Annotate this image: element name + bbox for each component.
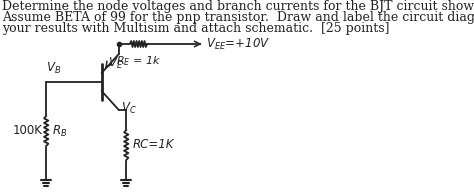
Text: Determine the node voltages and branch currents for the BJT circuit shown below.: Determine the node voltages and branch c… bbox=[2, 0, 474, 13]
Text: V$_E$: V$_E$ bbox=[108, 56, 123, 71]
Text: R$_E$ = 1k: R$_E$ = 1k bbox=[116, 54, 161, 68]
Text: V$_C$: V$_C$ bbox=[121, 100, 137, 116]
Text: your results with Multisim and attach schematic.  [25 points]: your results with Multisim and attach sc… bbox=[2, 22, 389, 35]
Text: R$_B$: R$_B$ bbox=[52, 123, 68, 139]
Text: 100K: 100K bbox=[13, 124, 43, 137]
Text: V$_{EE}$=+10V: V$_{EE}$=+10V bbox=[206, 36, 270, 51]
Text: RC=1K: RC=1K bbox=[132, 138, 174, 151]
Text: Assume BETA of 99 for the pnp transistor.  Draw and label the circuit diagram.  : Assume BETA of 99 for the pnp transistor… bbox=[2, 11, 474, 24]
Text: V$_B$: V$_B$ bbox=[46, 61, 61, 76]
